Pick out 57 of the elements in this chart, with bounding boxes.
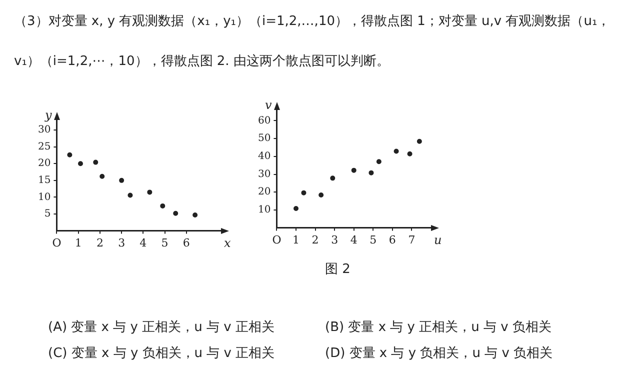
point — [147, 190, 152, 195]
y-tick-label: 30 — [258, 168, 271, 180]
x-tick-label: 6 — [388, 233, 396, 246]
x-tick-label: 5 — [370, 233, 377, 246]
point — [119, 178, 124, 183]
point — [128, 192, 133, 198]
x-tick-label: 3 — [331, 233, 338, 246]
x-axis-title: u — [434, 232, 442, 247]
text: (A) 变量 x 与 y 正相关，u 与 v 正相关 — [48, 320, 274, 335]
x-tick-label: 4 — [140, 236, 147, 250]
y-tick-label: 10 — [38, 192, 51, 203]
point — [394, 148, 399, 154]
point — [192, 212, 198, 218]
point — [368, 170, 374, 176]
x-tick-label: O — [272, 233, 282, 246]
y-tick-label: 5 — [44, 208, 51, 220]
x-axis-title: x — [224, 236, 231, 250]
point — [294, 206, 299, 212]
point — [173, 210, 178, 216]
point — [67, 152, 72, 158]
text: （3）对变量 x, y 有观测数据（x₁，y₁）（i=1,2,…,10），得散点图 1；对变量 u,v 有观测数据（u₁，v₁）（i=1,2,⋯，10），得散点图 2. 由这两个散点图可以判断。 — [14, 14, 610, 69]
point — [318, 192, 324, 198]
point — [93, 160, 98, 165]
x-tick-label: 4 — [350, 233, 358, 246]
y-axis-title: v — [264, 98, 272, 112]
x-tick-label: O — [52, 236, 62, 250]
y-tick-label: 20 — [258, 186, 271, 198]
x-tick-label: 1 — [74, 236, 82, 250]
x-tick-label: 2 — [312, 233, 319, 246]
point — [330, 176, 336, 181]
y-tick-label: 15 — [38, 175, 51, 186]
point — [407, 151, 412, 156]
point — [160, 203, 166, 208]
y-tick-label: 40 — [258, 151, 271, 162]
y-tick-label: 25 — [38, 141, 51, 152]
point — [301, 190, 306, 196]
x-tick-label: 2 — [96, 236, 104, 250]
x-tick-label: 5 — [161, 236, 168, 250]
x-tick-label: 7 — [408, 233, 416, 246]
point — [100, 174, 105, 179]
text: (C) 变量 x 与 y 负相关，u 与 v 正相关 — [48, 345, 276, 363]
y-tick-label: 20 — [38, 158, 51, 170]
y-tick-label: 50 — [258, 133, 271, 144]
y-tick-label: 10 — [258, 204, 271, 216]
caption: 图 2 — [325, 261, 352, 279]
x-tick-label: 3 — [118, 236, 126, 250]
text: (D) 变量 x 与 y 负相关，u 与 v 负相关 — [325, 345, 554, 363]
x-tick-label: 1 — [292, 233, 300, 246]
y-axis-title: y — [44, 108, 52, 122]
text: (B) 变量 x 与 y 正相关，u 与 v 负相关 — [325, 320, 552, 335]
y-tick-label: 60 — [258, 115, 271, 126]
point — [376, 159, 382, 164]
y-tick-label: 30 — [38, 124, 51, 136]
point — [351, 168, 356, 173]
x-tick-label: 6 — [182, 236, 190, 250]
point — [78, 161, 83, 166]
point — [416, 138, 422, 144]
